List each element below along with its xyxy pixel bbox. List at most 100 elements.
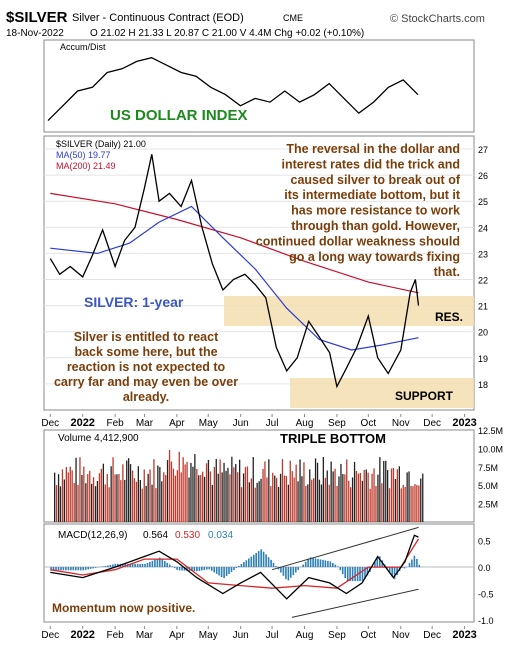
volume-bar — [274, 475, 276, 522]
x-tick-label: Apr — [169, 630, 185, 641]
x-tick-label: Dec — [41, 418, 59, 429]
macd-histogram-bar — [307, 558, 309, 567]
volume-bar — [155, 488, 157, 522]
price-tick-label: 20 — [478, 328, 488, 338]
macd-histogram-bar — [255, 553, 257, 568]
macd-histogram-bar — [79, 567, 82, 571]
volume-bar — [242, 473, 245, 522]
volume-bar — [262, 469, 264, 522]
x-tick-label: Sep — [328, 630, 346, 641]
volume-tick-label: 12.5M — [478, 426, 503, 436]
volume-bar — [114, 474, 116, 522]
main-annotation-line: go a long way towards fixing — [289, 250, 460, 264]
volume-bar — [149, 469, 151, 522]
macd-histogram-bar — [297, 567, 299, 570]
x-tick-label: 2023 — [452, 629, 476, 641]
volume-bar — [248, 482, 250, 522]
macd-histogram-bar — [396, 567, 398, 576]
volume-bar — [313, 478, 315, 522]
volume-tick-label: 5.0M — [478, 481, 498, 491]
volume-bar — [357, 473, 360, 522]
macd-histogram-bar — [208, 567, 211, 570]
volume-tick-label: 10.0M — [478, 444, 503, 454]
macd-histogram-bar — [65, 567, 67, 571]
macd-histogram-bar — [178, 567, 181, 571]
brand-label: © StockCharts.com — [390, 13, 485, 25]
volume-bar — [102, 463, 104, 522]
ma50-line — [50, 205, 419, 351]
volume-bar — [141, 488, 143, 522]
macd-histogram-bar — [154, 559, 156, 568]
volume-bar — [332, 471, 334, 522]
ma200-line — [50, 192, 419, 294]
price-tick-label: 21 — [478, 302, 488, 312]
volume-bar — [336, 486, 338, 522]
macd-histogram-bar — [334, 564, 337, 568]
macd-histogram-bar — [243, 562, 245, 567]
macd-legend: MACD(12,26,9) — [58, 530, 127, 541]
volume-bar — [79, 457, 81, 522]
volume-bar — [412, 486, 414, 522]
volume-bar — [316, 462, 319, 522]
triple-bottom-label: TRIPLE BOTTOM — [280, 431, 386, 446]
volume-bar — [289, 460, 291, 522]
volume-bar — [54, 472, 56, 522]
macd-histogram-bar — [228, 567, 230, 574]
macd-histogram-bar — [213, 567, 215, 573]
momentum-label: Momentum now positive. — [52, 601, 195, 615]
support-label: SUPPORT — [395, 389, 454, 403]
main-annotation-line: through than gold. However, — [291, 219, 460, 233]
volume-bar — [83, 466, 85, 522]
volume-bar — [256, 482, 258, 522]
price-tick-label: 25 — [478, 197, 488, 207]
macd-histogram-bar — [359, 567, 361, 582]
price-tick-label: 23 — [478, 249, 488, 259]
macd-histogram-bar — [238, 566, 240, 568]
volume-bar — [387, 470, 389, 522]
macd-histogram-bar — [403, 567, 406, 569]
volume-bar — [157, 465, 159, 522]
resistance-zone — [224, 296, 474, 326]
usd-index-label: US DOLLAR INDEX — [110, 107, 248, 124]
volume-bar — [279, 473, 282, 522]
macd-histogram-bar — [225, 567, 228, 576]
main-annotation-line: has more resistance to work — [291, 204, 460, 218]
x-tick-label: Apr — [169, 418, 185, 429]
volume-bar — [65, 467, 67, 522]
main-annotation-line: continued dollar weakness should — [256, 234, 460, 248]
macd-histogram-bar — [171, 566, 173, 567]
volume-bar — [295, 464, 297, 522]
volume-bar — [264, 461, 266, 522]
macd-histogram-bar — [94, 567, 97, 568]
macd-histogram-bar — [341, 567, 344, 575]
macd-histogram-bar — [164, 561, 166, 567]
volume-bar — [229, 474, 231, 522]
x-tick-label: Jun — [233, 418, 249, 429]
volume-bar — [133, 478, 136, 522]
res-label: RES. — [435, 310, 463, 324]
volume-bar — [235, 464, 237, 522]
volume-bar — [194, 454, 196, 522]
macd-histogram-bar — [107, 565, 109, 568]
macd-histogram-bar — [134, 563, 136, 568]
x-tick-label: Aug — [296, 418, 314, 429]
volume-bar — [377, 474, 379, 522]
volume-bar — [281, 459, 284, 522]
macd-histogram-bar — [376, 556, 379, 567]
x-tick-label: Feb — [107, 418, 125, 429]
x-tick-label: 2022 — [70, 417, 94, 429]
x-tick-label: Mar — [136, 630, 154, 641]
volume-bar — [71, 470, 73, 522]
volume-bar — [258, 481, 260, 522]
volume-tick-label: 2.5M — [478, 500, 498, 510]
volume-bar — [307, 484, 309, 522]
x-tick-label: Jul — [266, 630, 279, 641]
volume-bar — [250, 478, 252, 522]
volume-bar — [328, 484, 330, 522]
macd-legend-hist: 0.034 — [208, 530, 233, 541]
macd-histogram-bar — [272, 562, 275, 567]
volume-bar — [404, 487, 406, 522]
volume-bar — [55, 485, 58, 522]
volume-bar — [408, 471, 410, 522]
